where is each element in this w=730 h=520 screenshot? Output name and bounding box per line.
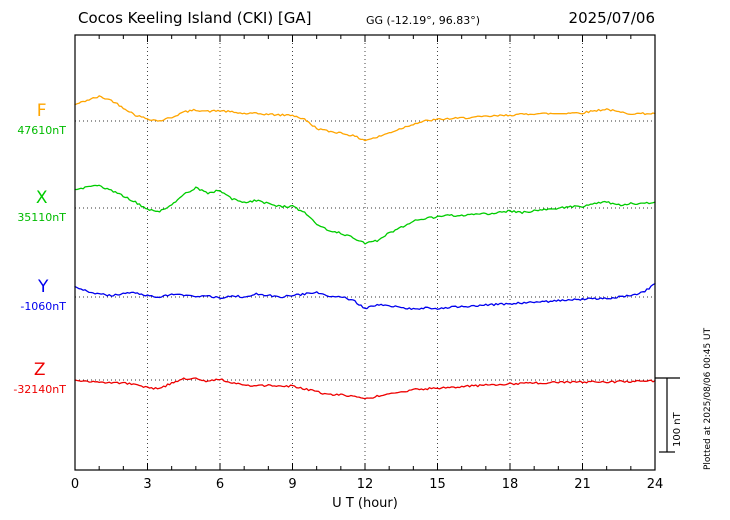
series-baseline-x: 35110nT — [17, 211, 66, 224]
series-letter-z: Z — [33, 360, 46, 380]
series-baseline-z: -32140nT — [13, 383, 66, 396]
x-tick-label: 0 — [70, 477, 80, 492]
plot-date: 2025/07/06 — [568, 9, 655, 27]
series-label-f: F 47610nT — [17, 101, 66, 137]
x-tick-label: 21 — [574, 477, 591, 492]
x-axis-title: U T (hour) — [332, 496, 398, 511]
x-tick-label: 12 — [356, 477, 374, 492]
series-label-z: Z -32140nT — [13, 360, 66, 396]
station-title: Cocos Keeling Island (CKI) [GA] — [78, 9, 312, 27]
x-tick-label: 6 — [215, 477, 225, 492]
series-letter-f: F — [36, 101, 47, 121]
scale-bar-label: 100 nT — [672, 412, 683, 447]
plotted-at-note: Plotted at 2025/08/06 00:45 UT — [703, 327, 713, 470]
geo-coordinates: GG (-12.19°, 96.83°) — [366, 14, 481, 27]
x-tick-label: 3 — [143, 477, 152, 492]
x-tick-label: 18 — [501, 477, 519, 492]
x-tick-label: 24 — [646, 477, 664, 492]
series-letter-x: X — [35, 188, 48, 208]
x-tick-label: 15 — [429, 477, 446, 492]
x-tick-label: 9 — [288, 477, 297, 492]
series-label-x: X 35110nT — [17, 188, 66, 224]
series-baseline-f: 47610nT — [17, 124, 66, 137]
series-label-y: Y -1060nT — [20, 277, 66, 313]
series-baseline-y: -1060nT — [20, 300, 66, 313]
series-letter-y: Y — [37, 277, 49, 297]
